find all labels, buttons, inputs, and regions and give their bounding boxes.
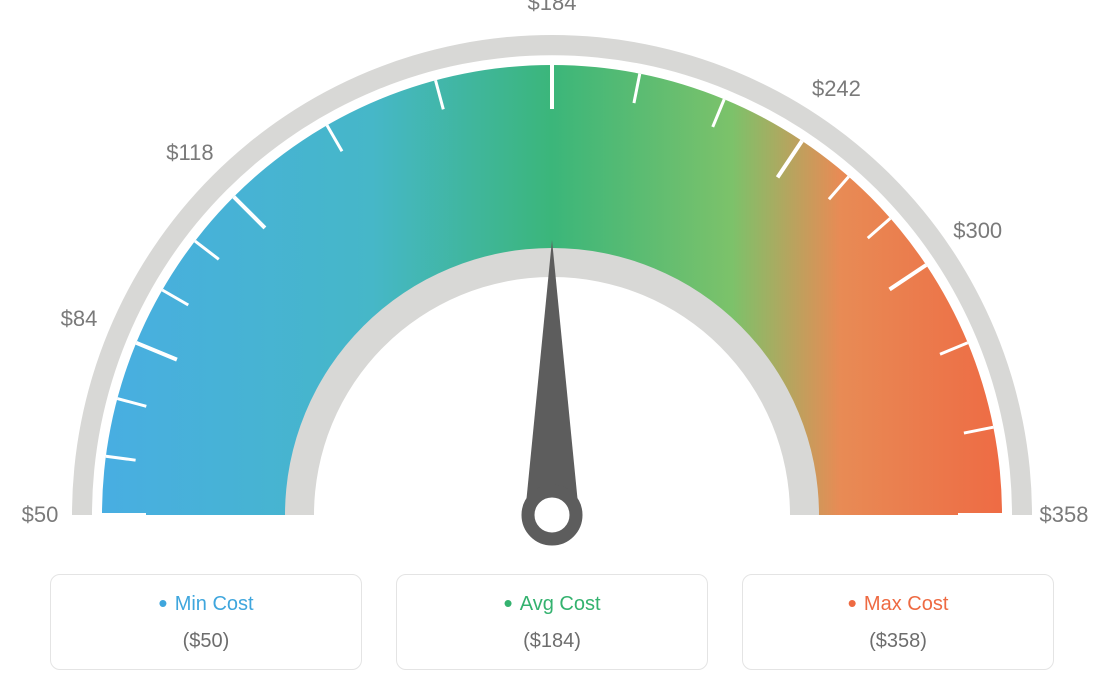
legend-card: Avg Cost ($184) [396,574,708,670]
legend-value: ($184) [397,630,707,653]
legend-card: Min Cost ($50) [50,574,362,670]
gauge-tick-label: $242 [812,76,861,102]
legend-title: Min Cost [51,593,361,616]
legend-title: Max Cost [743,593,1053,616]
gauge-svg [0,0,1104,560]
gauge-needle [524,240,579,520]
gauge-tick-label: $358 [1040,502,1089,528]
gauge-chart: $50 $84 $118 $184 $242 $300 $358 [0,0,1104,550]
gauge-tick-label: $84 [61,306,98,332]
gauge-tick-label: $300 [953,218,1002,244]
gauge-tick-label: $118 [166,140,213,166]
legend-title: Avg Cost [397,593,707,616]
gauge-tick-label: $184 [528,0,577,16]
legend-row: Min Cost ($50) Avg Cost ($184) Max Cost ($358… [0,574,1104,670]
legend-card: Max Cost ($358) [742,574,1054,670]
gauge-needle-hub [528,491,576,539]
legend-value: ($358) [743,630,1053,653]
legend-value: ($50) [51,630,361,653]
gauge-tick-label: $50 [22,502,59,528]
